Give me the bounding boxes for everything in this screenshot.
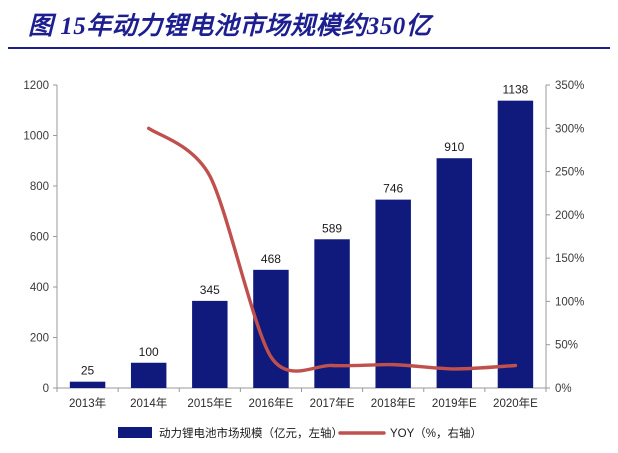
bar-value-label: 100 [139,345,159,359]
legend-swatch-bar [118,427,152,438]
category-label: 2017年E [310,396,355,410]
bar-value-label: 468 [261,252,281,266]
category-label: 2019年E [432,396,477,410]
yoy-line-series [146,126,518,373]
legend-label-line: YOY（%，右轴） [390,426,482,440]
right-axis-tick-label: 350% [555,80,584,92]
bar-value-label: 746 [383,182,403,196]
bar [375,199,411,388]
category-label: 2018年E [371,396,416,410]
bar-value-label: 589 [322,221,342,235]
title-divider [8,47,610,49]
right-axis-tick-label: 250% [555,167,584,179]
right-axis-tick-label: 0% [555,383,572,395]
left-axis-tick-label: 600 [30,232,49,244]
bar-value-label: 910 [444,140,464,154]
category-label: 2015年E [187,396,232,410]
bar [192,300,228,388]
right-axis-tick-label: 50% [555,340,578,352]
bar [314,239,350,388]
page-title: 图 15年动力锂电池市场规模约350亿 [28,13,432,40]
bar-value-label: 25 [81,364,95,378]
bar [130,362,167,388]
left-axis-tick-label: 200 [30,333,49,345]
bar [497,100,534,388]
figure-title-bar: 图 15年动力锂电池市场规模约350亿 [0,0,618,48]
bar-value-label: 345 [200,283,220,297]
right-axis-tick-label: 150% [555,253,584,265]
combo-chart: 0 200 400 600 800 1000 1200 0% 50% 100% 150% 200% 25… [23,80,584,440]
bar [69,381,106,388]
left-axis-tick-label: 1000 [23,131,49,143]
bar-value-label: 1138 [503,83,529,97]
bar [436,158,473,388]
left-axis-tick-label: 0 [43,383,49,395]
left-axis-tick-label: 400 [30,282,49,294]
legend-label-bar: 动力锂电池市场规模（亿元，左轴） [159,426,343,440]
category-label: 2014年 [130,396,167,410]
category-label: 2016年E [249,396,294,410]
right-axis-tick-label: 300% [555,123,584,135]
chart-plot-area: 0 200 400 600 800 1000 1200 0% 50% 100% 150% 200% 25… [0,52,618,453]
left-axis-tick-label: 800 [30,181,49,193]
category-label: 2020年E [493,396,538,410]
right-axis-tick-label: 100% [555,296,584,308]
category-label: 2013年 [69,396,106,410]
left-axis-tick-label: 1200 [23,80,49,92]
right-axis-tick-label: 200% [555,210,584,222]
